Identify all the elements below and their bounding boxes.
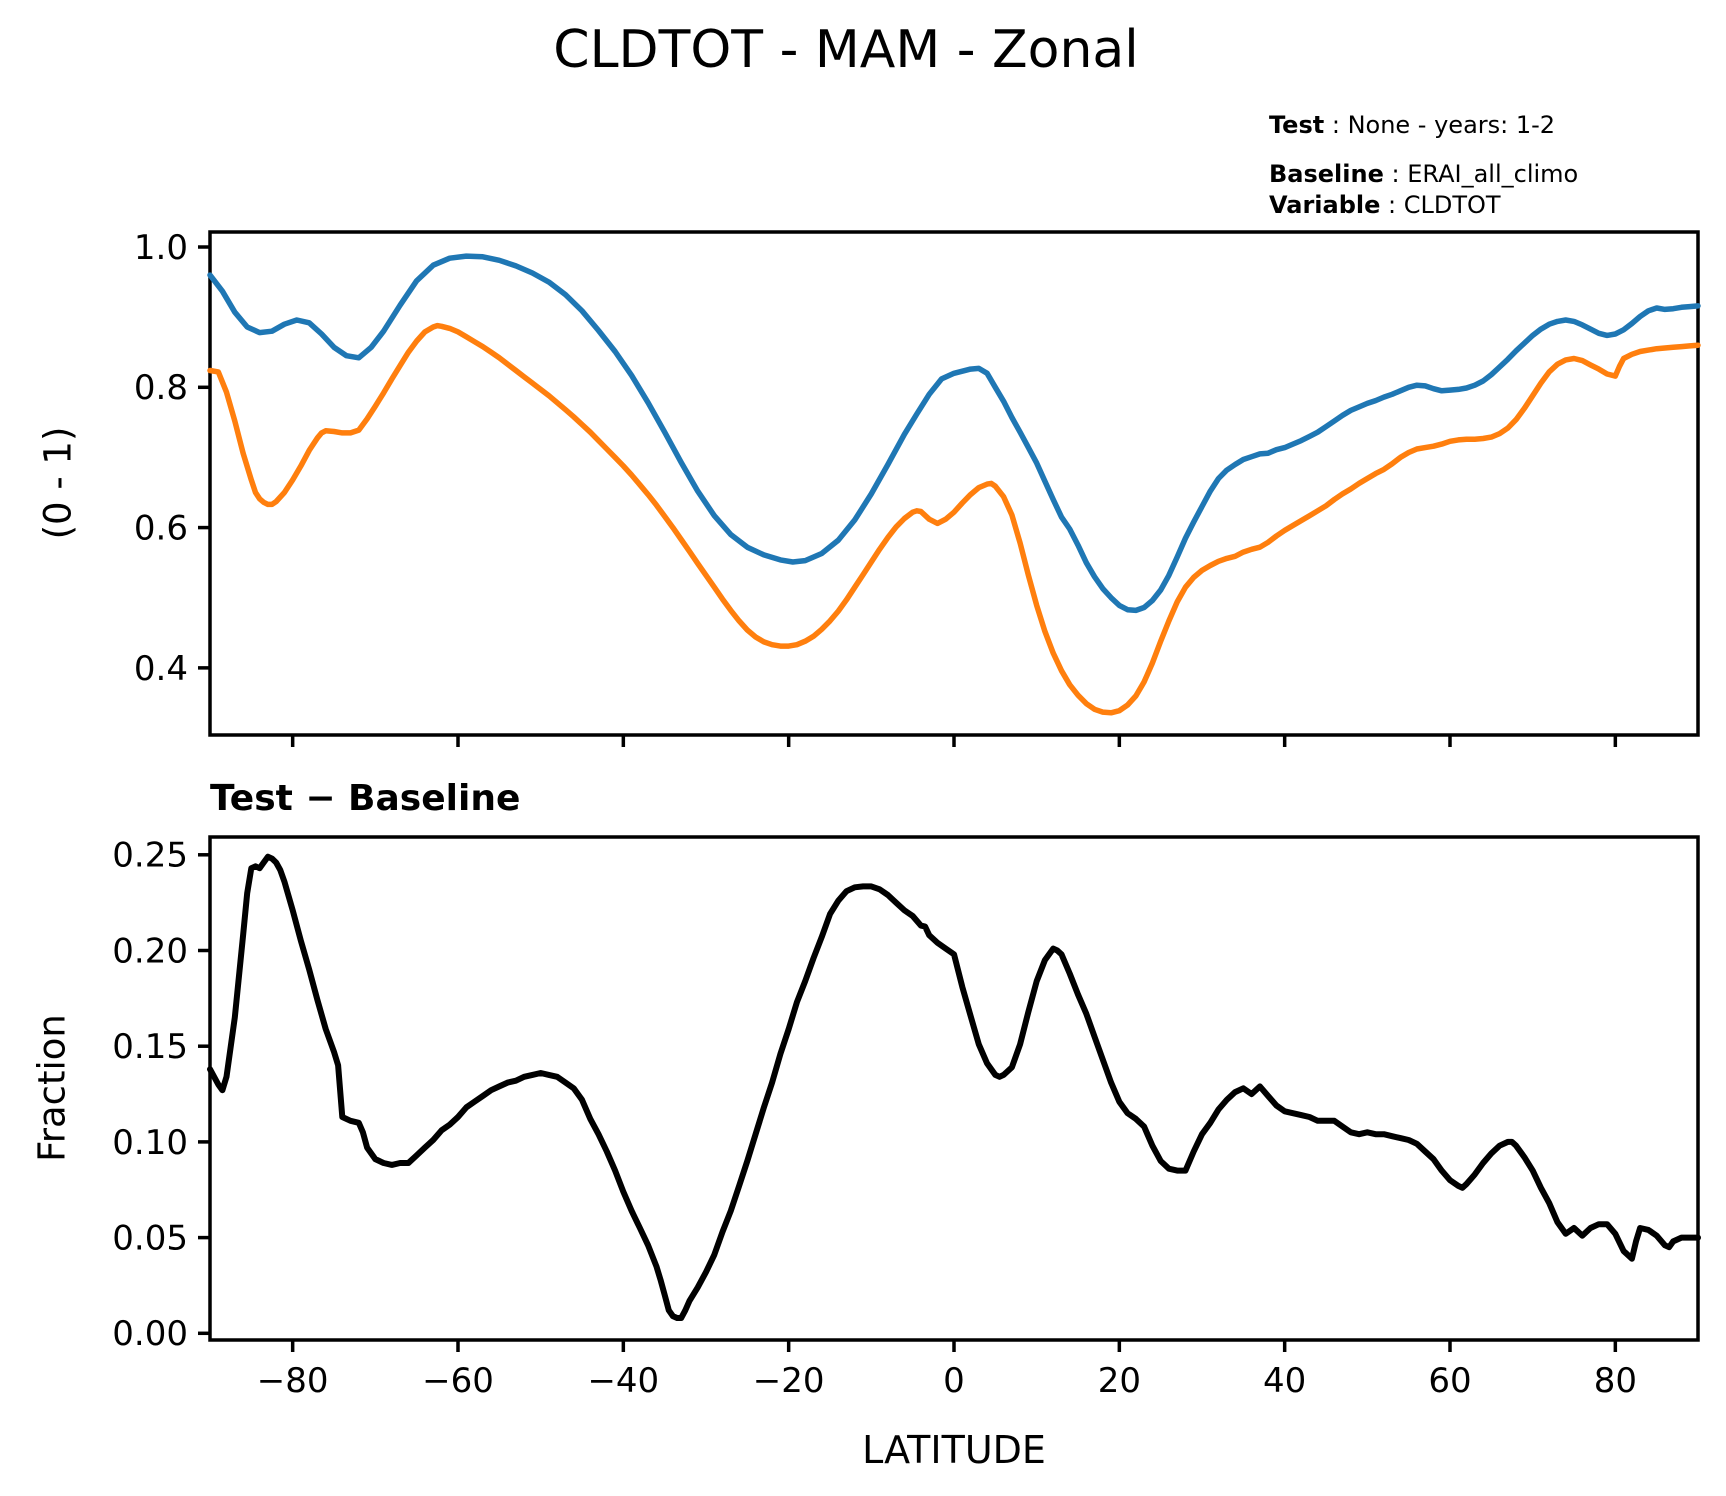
y-tick-label: 0.6 <box>134 508 188 548</box>
legend-test-label: Test : None - years: 1-2 <box>1269 110 1555 141</box>
x-tick-label: 60 <box>1428 1361 1471 1401</box>
x-tick-label: −60 <box>422 1361 494 1401</box>
axes-frame <box>208 230 1700 737</box>
legend-variable-rest: : CLDTOT <box>1380 191 1501 219</box>
x-tick-label: −80 <box>257 1361 329 1401</box>
top-y-axis-label: (0 - 1) <box>36 426 80 540</box>
chart-title: CLDTOT - MAM - Zonal <box>553 20 1139 80</box>
legend-baseline-line: Baseline : ERAI_all_climo <box>1269 159 1578 190</box>
x-tick-label: 20 <box>1098 1361 1141 1401</box>
legend-baseline-rest: : ERAI_all_climo <box>1383 160 1579 188</box>
legend-entry-test: Test : None - years: 1-2 <box>1183 110 1578 141</box>
axes-frame <box>208 835 1700 1342</box>
legend-test-name: Test <box>1269 111 1325 139</box>
diff-subtitle: Test − Baseline <box>210 778 521 819</box>
y-tick-label: 0.4 <box>134 649 188 689</box>
test-line-swatch <box>1183 122 1241 128</box>
x-tick-label: −40 <box>587 1361 659 1401</box>
legend-baseline-name: Baseline <box>1269 160 1384 188</box>
legend-variable-name: Variable <box>1269 191 1381 219</box>
legend-variable-line: Variable : CLDTOT <box>1269 190 1578 221</box>
y-tick-label: 1.0 <box>134 228 188 268</box>
x-tick-label: −20 <box>753 1361 825 1401</box>
y-tick-label: 0.25 <box>112 836 188 876</box>
y-tick-label: 0.20 <box>112 931 188 971</box>
y-tick-label: 0.00 <box>112 1314 188 1354</box>
legend-test-rest: : None - years: 1-2 <box>1324 111 1556 139</box>
y-tick-label: 0.8 <box>134 368 188 408</box>
y-tick-label: 0.15 <box>112 1027 188 1067</box>
bottom-y-axis-label: Fraction <box>30 1014 74 1162</box>
x-axis-label: LATITUDE <box>862 1428 1046 1472</box>
legend: Test : None - years: 1-2 Baseline : ERAI… <box>1183 110 1578 239</box>
x-tick-label: 40 <box>1263 1361 1306 1401</box>
y-tick-label: 0.05 <box>112 1219 188 1259</box>
legend-baseline-label: Baseline : ERAI_all_climo Variable : CLD… <box>1269 159 1578 221</box>
series-line <box>207 322 1701 716</box>
series-line <box>207 853 1701 1321</box>
series-line <box>207 253 1701 614</box>
y-tick-label: 0.10 <box>112 1123 188 1163</box>
legend-entry-baseline: Baseline : ERAI_all_climo Variable : CLD… <box>1183 159 1578 221</box>
x-tick-label: 0 <box>943 1361 965 1401</box>
x-tick-label: 80 <box>1594 1361 1637 1401</box>
baseline-line-swatch <box>1183 189 1241 195</box>
